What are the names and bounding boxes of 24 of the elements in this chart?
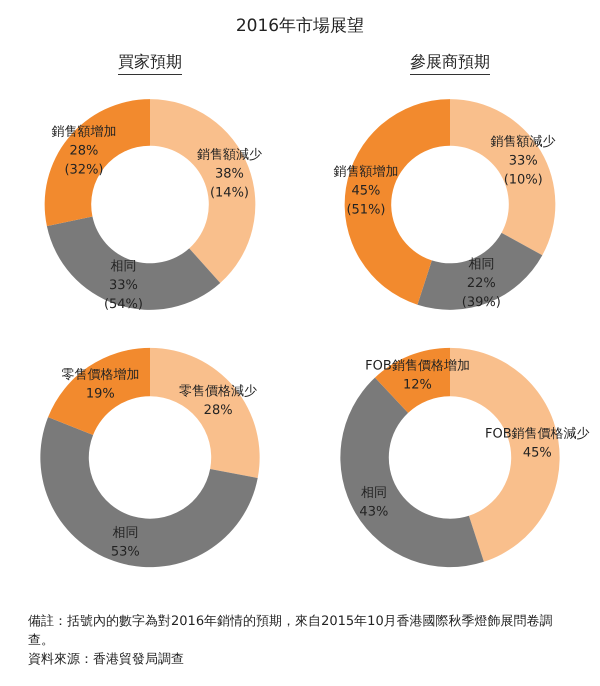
data-label: 38% (14%) [210,166,249,201]
slice-label: 相同 [468,257,494,272]
slice-label: 銷售額減少 [490,134,556,150]
data-label: 43% [359,504,388,520]
text: 2016年市場展望 [234,15,366,37]
data-label: 28% [204,403,233,418]
data-label: 33% (10%) [504,154,543,188]
slice-label: 相同 [360,486,387,501]
data-label: 45% (51%) [346,184,386,218]
text: 備註：括號內的數字為對2016年銷情的預期，來自2015年10月香港國際秋季燈飾展問卷調查。 [28,613,554,650]
source-note: 資料來源：香港貿發局調查 [28,651,185,669]
slice-label: 銷售額減少 [196,148,262,163]
data-label: 45% [522,446,552,461]
slice-label: 零售價格減少 [179,384,258,400]
data-label: 19% [86,386,115,402]
slice-label: FOB銷售價格減少 [485,426,590,442]
chart-subtitle: 參展商預期 [410,52,490,75]
chart-subtitle: 買家預期 [118,52,182,75]
data-label: 53% [110,544,140,560]
data-label: 12% [402,377,432,392]
slice-label: FOB銷售價格增加 [365,358,470,374]
data-label: 28% (32%) [64,143,104,178]
slice-label: 相同 [110,258,136,274]
slice-label: 相同 [112,525,138,540]
